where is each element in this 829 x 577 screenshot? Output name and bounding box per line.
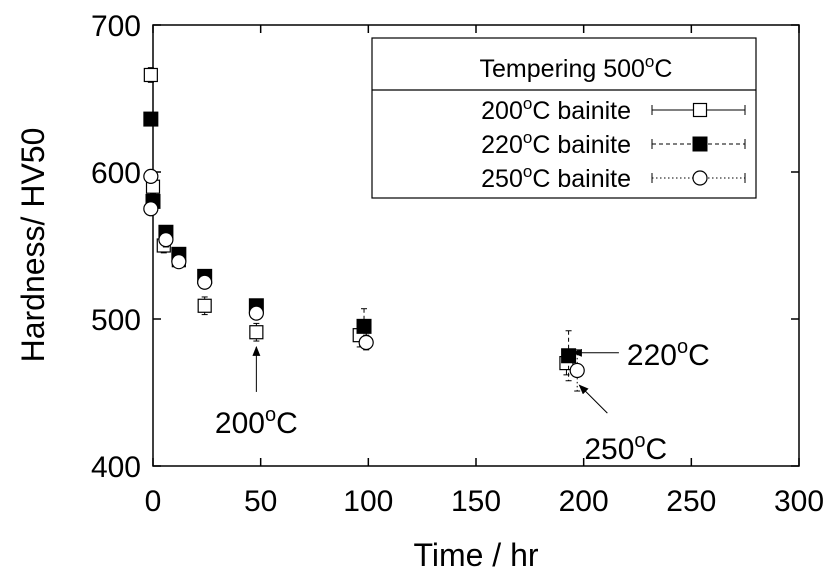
axis-ticks — [152, 24, 800, 467]
annotation-label: 220oC — [627, 336, 710, 372]
annotation-label: 200oC — [215, 404, 298, 440]
legend-label: 220oC bainite — [481, 128, 631, 159]
data-series — [143, 67, 585, 392]
legend-label-value: 250 — [481, 165, 523, 193]
data-point — [158, 232, 174, 248]
legend-marker — [692, 102, 708, 118]
annotation-value: 250 — [584, 433, 634, 466]
annotation-suffix: C — [688, 339, 710, 372]
legend-label-value: 200 — [481, 97, 523, 125]
annotation-sup: o — [634, 430, 645, 452]
y-tick-label: 400 — [91, 451, 141, 484]
annotation-sup: o — [265, 404, 276, 426]
legend-label-suffix: C bainite — [532, 165, 631, 193]
legend-label-value: 220 — [481, 131, 523, 159]
data-point — [143, 111, 159, 127]
data-point — [356, 318, 372, 334]
y-axis-label: Hardness/ HV50 — [15, 128, 51, 363]
annotation-suffix: C — [276, 407, 298, 440]
y-tick-label: 500 — [91, 304, 141, 337]
data-point — [569, 362, 585, 379]
series-1 — [143, 111, 577, 382]
x-tick-label: 0 — [145, 485, 162, 518]
y-tick-label: 600 — [91, 157, 141, 190]
annotation-suffix: C — [646, 433, 668, 466]
legend-title: Tempering 500oC — [480, 52, 673, 83]
legend-label-sup: o — [523, 128, 532, 147]
data-point — [143, 168, 159, 185]
annotation-value: 200 — [215, 407, 265, 440]
data-point — [171, 254, 187, 270]
legend-label-suffix: C bainite — [532, 97, 631, 125]
legend-label: 200oC bainite — [481, 94, 631, 125]
x-tick-label: 300 — [774, 485, 824, 518]
legend-box — [371, 37, 757, 199]
legend-label-sup: o — [523, 94, 532, 113]
data-point — [248, 305, 264, 321]
data-point — [561, 348, 577, 364]
series-2 — [143, 168, 585, 392]
annotation-label: 250oC — [584, 430, 667, 466]
x-tick-label: 250 — [666, 485, 716, 518]
annotation-arrow — [578, 384, 608, 414]
legend-label-sup: o — [523, 162, 532, 181]
tick-labels: 0 50 100 150 200 250 300 400 500 600 700 — [91, 10, 824, 518]
data-point — [197, 298, 212, 313]
legend-label-suffix: C bainite — [532, 131, 631, 159]
x-tick-label: 200 — [559, 485, 609, 518]
x-axis-label: Time / hr — [413, 537, 538, 573]
data-point — [358, 334, 374, 351]
annotation-sup: o — [677, 336, 688, 358]
data-point — [249, 325, 264, 340]
data-point — [143, 201, 159, 217]
x-tick-label: 150 — [451, 485, 501, 518]
data-point — [143, 67, 158, 83]
data-point — [197, 274, 213, 290]
legend-marker — [692, 136, 708, 152]
x-tick-label: 100 — [343, 485, 393, 518]
x-tick-label: 50 — [244, 485, 277, 518]
annotation-value: 220 — [627, 339, 677, 372]
y-tick-label: 700 — [91, 10, 141, 43]
legend-marker — [692, 170, 708, 186]
legend-label: 250oC bainite — [481, 162, 631, 193]
